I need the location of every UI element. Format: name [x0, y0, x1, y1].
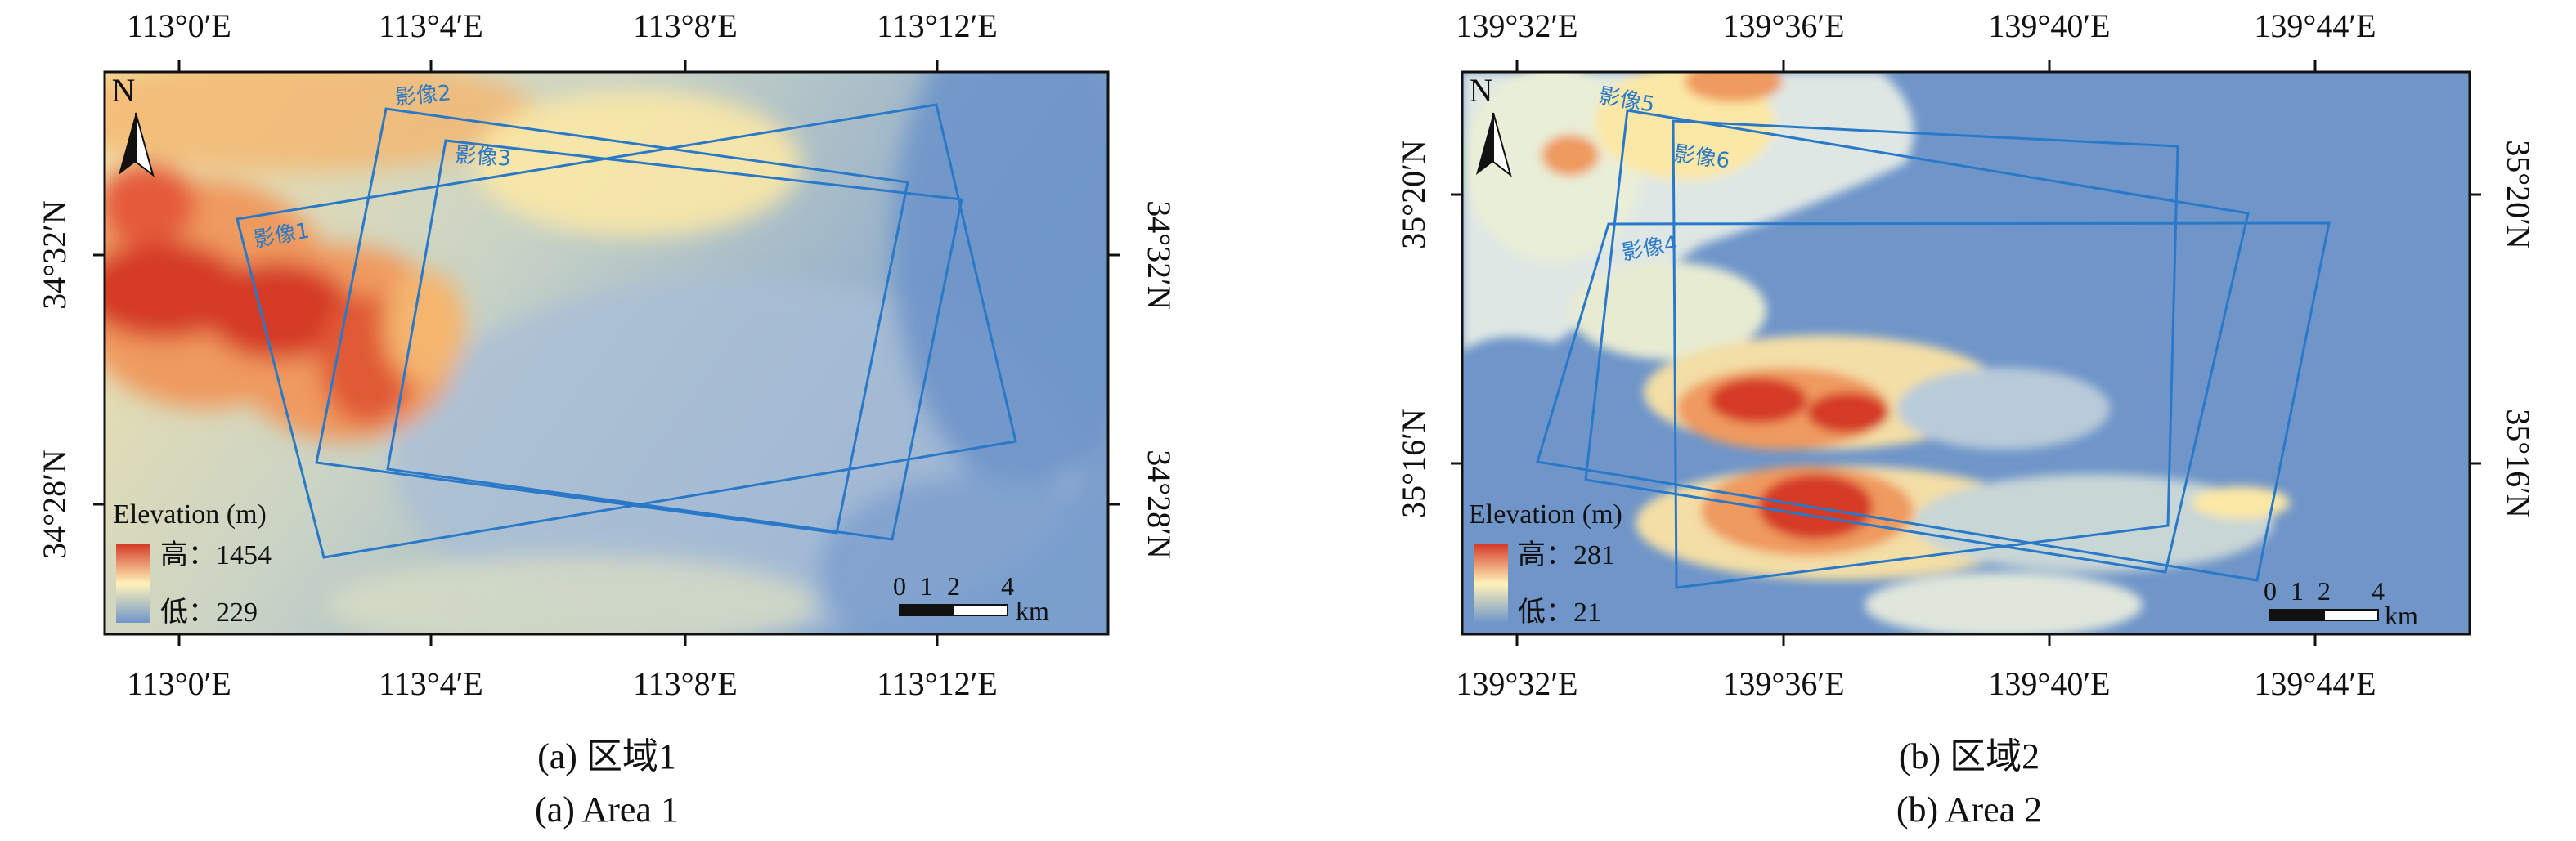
- elevation-legend-a: Elevation (m) 高：1454 低：229: [113, 499, 272, 628]
- svg-text:0: 0: [893, 571, 906, 601]
- footprint-image-4: [1536, 221, 2331, 582]
- image-label-3: 影像3: [455, 143, 512, 172]
- legend-low-a: 低：229: [160, 597, 258, 628]
- panel-b: 影像4 影像5 影像6 N Elevation (m) 高：281 低：21 0…: [1395, 7, 2537, 830]
- svg-text:2: 2: [2318, 576, 2331, 606]
- image-footprints-b: [1536, 109, 2331, 589]
- svg-text:139°36′E: 139°36′E: [1722, 7, 1844, 44]
- svg-text:113°4′E: 113°4′E: [379, 7, 483, 44]
- legend-low-b: 低：21: [1518, 597, 1601, 628]
- svg-text:139°40′E: 139°40′E: [1988, 7, 2110, 44]
- svg-text:113°12′E: 113°12′E: [877, 7, 998, 44]
- scalebar-b: 0 1 2 4 km: [2264, 576, 2418, 630]
- svg-text:34°28′N: 34°28′N: [36, 450, 73, 559]
- caption-cn-a: (a) 区域1: [537, 736, 676, 776]
- svg-text:35°20′N: 35°20′N: [2500, 140, 2537, 249]
- lat-labels-left-b: 35°20′N 35°16′N: [1395, 140, 1432, 518]
- elevation-legend-b: Elevation (m) 高：281 低：21: [1469, 499, 1622, 628]
- caption-en-b: (b) Area 2: [1896, 790, 2042, 830]
- tick-marks-b: [1451, 60, 2481, 646]
- dem-raster-b: [1462, 72, 2470, 634]
- caption-cn-b: (b) 区域2: [1899, 736, 2040, 776]
- lon-labels-top-a: 113°0′E 113°4′E 113°8′E 113°12′E: [127, 7, 998, 44]
- svg-text:113°8′E: 113°8′E: [633, 665, 738, 702]
- svg-text:139°44′E: 139°44′E: [2254, 665, 2376, 702]
- dem-raster-a: [105, 72, 1108, 634]
- footprint-labels-a: 影像1 影像2 影像3: [252, 81, 512, 253]
- lon-labels-bottom-a: 113°0′E 113°4′E 113°8′E 113°12′E: [127, 665, 998, 702]
- image-label-2: 影像2: [394, 81, 452, 110]
- svg-text:34°32′N: 34°32′N: [36, 200, 73, 310]
- image-footprints-a: [236, 103, 1017, 559]
- svg-text:113°0′E: 113°0′E: [127, 7, 231, 44]
- north-arrow-a: N: [112, 72, 155, 177]
- lon-labels-top-b: 139°32′E 139°36′E 139°40′E 139°44′E: [1456, 7, 2376, 44]
- svg-text:km: km: [1016, 596, 1049, 625]
- svg-text:35°16′N: 35°16′N: [2500, 409, 2537, 518]
- legend-title-b: Elevation (m): [1469, 499, 1622, 530]
- footprint-image-6: [1672, 119, 2179, 589]
- scalebar-a: 0 1 2 4 km: [893, 571, 1049, 625]
- svg-text:N: N: [112, 72, 136, 109]
- legend-high-a: 高：1454: [160, 539, 272, 570]
- svg-text:34°28′N: 34°28′N: [1141, 450, 1178, 559]
- lat-labels-right-b: 35°20′N 35°16′N: [2500, 140, 2537, 518]
- footprint-image-1: [236, 103, 1017, 559]
- footprint-image-3: [386, 139, 963, 541]
- svg-text:139°32′E: 139°32′E: [1456, 7, 1577, 44]
- north-arrow-b: N: [1470, 72, 1512, 177]
- svg-text:1: 1: [920, 571, 933, 601]
- svg-text:35°20′N: 35°20′N: [1395, 140, 1432, 249]
- svg-text:1: 1: [2291, 576, 2304, 606]
- svg-text:139°40′E: 139°40′E: [1988, 665, 2110, 702]
- svg-text:N: N: [1470, 72, 1493, 109]
- lon-labels-bottom-b: 139°32′E 139°36′E 139°40′E 139°44′E: [1456, 665, 2376, 702]
- svg-text:4: 4: [2372, 576, 2385, 606]
- tick-marks-a: [93, 60, 1120, 646]
- legend-high-b: 高：281: [1518, 539, 1615, 570]
- footprint-image-5: [1584, 109, 2250, 574]
- svg-text:0: 0: [2264, 576, 2277, 606]
- svg-text:113°4′E: 113°4′E: [379, 665, 483, 702]
- svg-text:139°32′E: 139°32′E: [1456, 665, 1577, 702]
- svg-text:2: 2: [947, 571, 960, 601]
- lat-labels-right-a: 34°32′N 34°28′N: [1141, 200, 1178, 559]
- legend-title-a: Elevation (m): [113, 499, 267, 530]
- svg-text:139°44′E: 139°44′E: [2254, 7, 2376, 44]
- svg-text:113°8′E: 113°8′E: [633, 7, 738, 44]
- map-frame-a: [103, 70, 1110, 636]
- lat-labels-left-a: 34°32′N 34°28′N: [36, 200, 73, 559]
- svg-text:113°0′E: 113°0′E: [127, 665, 231, 702]
- map-frame-b: [1461, 70, 2471, 636]
- svg-text:139°36′E: 139°36′E: [1722, 665, 1844, 702]
- svg-text:113°12′E: 113°12′E: [877, 665, 998, 702]
- svg-text:35°16′N: 35°16′N: [1395, 409, 1432, 518]
- caption-en-a: (a) Area 1: [535, 790, 679, 830]
- svg-text:4: 4: [1001, 571, 1014, 601]
- panel-a: 影像1 影像2 影像3 N Elevation (m) 高：1454 低：229…: [36, 7, 1178, 830]
- svg-text:km: km: [2385, 601, 2418, 630]
- svg-text:34°32′N: 34°32′N: [1141, 200, 1178, 310]
